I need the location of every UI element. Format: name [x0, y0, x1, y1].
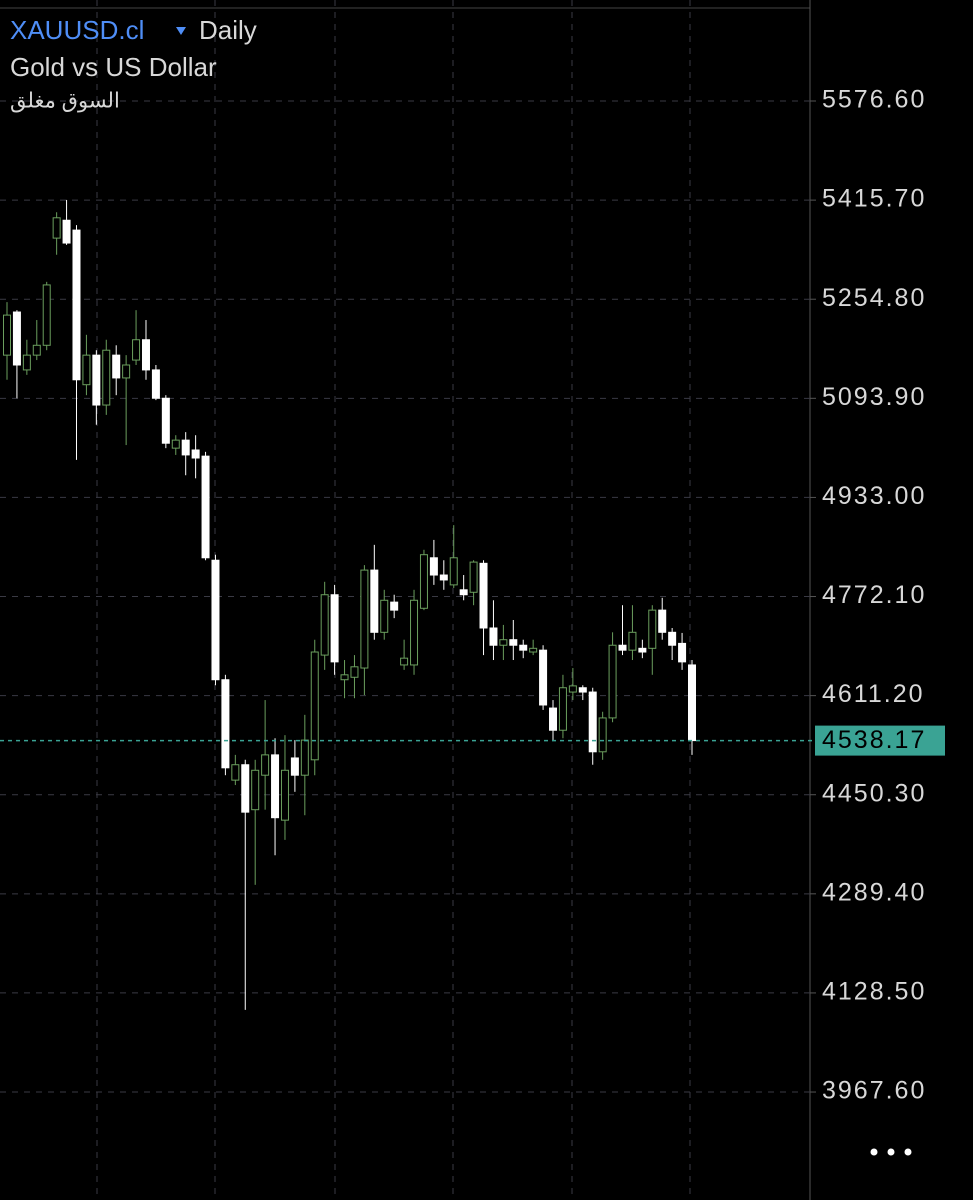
candle-body: [12, 311, 21, 366]
candle-body: [300, 739, 309, 776]
candle-body: [52, 217, 61, 239]
candle-body: [122, 364, 131, 379]
candle-body: [588, 691, 597, 753]
candle-body: [171, 439, 180, 449]
y-tick-label: 5576.60: [822, 86, 926, 114]
candle-body: [509, 639, 518, 646]
dropdown-icon[interactable]: [176, 27, 186, 35]
candle-body: [519, 644, 528, 651]
plot: [0, 100, 810, 1093]
candle-body: [618, 644, 627, 651]
candle-body: [201, 455, 210, 559]
candle-body: [251, 769, 260, 811]
candle-body: [380, 599, 389, 633]
candle-body: [290, 757, 299, 776]
y-tick-label: 5415.70: [822, 185, 926, 213]
candle-body: [231, 764, 240, 781]
candle-body: [330, 594, 339, 663]
candle-body: [271, 754, 280, 819]
candle-body: [211, 559, 220, 681]
symbol[interactable]: XAUUSD.cl: [10, 15, 144, 45]
candle-body: [221, 679, 230, 769]
more-menu[interactable]: [870, 1148, 912, 1156]
candle-body: [489, 627, 498, 646]
candle-body: [360, 569, 369, 669]
candle-body: [340, 674, 349, 681]
dot[interactable]: [887, 1148, 895, 1156]
candle-body: [648, 609, 657, 649]
candle-body: [400, 657, 409, 666]
y-tick-label: 5093.90: [822, 383, 926, 411]
candle-body: [42, 284, 51, 346]
candle-body: [529, 647, 538, 653]
timeframe[interactable]: Daily: [199, 15, 257, 45]
candle-body: [320, 594, 329, 656]
candle-body: [241, 764, 250, 813]
candle-body: [112, 354, 121, 379]
candle-body: [539, 649, 548, 706]
last-price-label: 4538.17: [822, 726, 926, 754]
y-tick-label: 4289.40: [822, 878, 926, 906]
candle-body: [439, 574, 448, 581]
candle-body: [280, 769, 289, 821]
candle-body: [459, 589, 468, 596]
candle-body: [72, 229, 81, 381]
candle-body: [92, 354, 101, 406]
candle-body: [3, 314, 11, 356]
candle-body: [479, 562, 488, 629]
y-tick-label: 4611.20: [822, 680, 925, 708]
candle-body: [350, 666, 359, 678]
dot[interactable]: [904, 1148, 912, 1156]
candle-body: [151, 369, 160, 399]
dot[interactable]: [870, 1148, 878, 1156]
candle-body: [141, 339, 150, 371]
y-tick-label: 4128.50: [822, 978, 926, 1006]
candle-body: [370, 569, 379, 633]
y-tick-label: 4450.30: [822, 779, 926, 807]
y-tick-label: 4933.00: [822, 482, 926, 510]
candle-body: [568, 685, 577, 693]
candle-body: [82, 354, 91, 386]
description: Gold vs US Dollar: [10, 52, 217, 82]
candle-body: [549, 707, 558, 731]
candle-body: [22, 354, 31, 371]
candle-body: [668, 631, 677, 646]
candle-body: [181, 439, 190, 456]
candle-body: [499, 639, 508, 646]
candle-body: [310, 651, 319, 761]
candle-body: [390, 601, 399, 611]
y-tick-label: 4772.10: [822, 581, 926, 609]
candle-body: [419, 554, 428, 609]
candle-body: [32, 344, 41, 356]
y-tick-label: 5254.80: [822, 284, 926, 312]
candle-body: [628, 631, 637, 651]
candle-body: [688, 664, 696, 742]
candle-body: [558, 687, 567, 731]
candle-body: [429, 557, 438, 576]
candle-body: [598, 717, 607, 753]
candle-body: [578, 687, 587, 693]
candle-body: [261, 754, 270, 776]
y-tick-label: 3967.60: [822, 1077, 926, 1105]
candle-body: [678, 642, 687, 663]
candle-body: [410, 599, 419, 666]
candle-body: [102, 349, 111, 406]
candle-body: [161, 397, 170, 444]
candle-body: [132, 339, 141, 361]
last-price-box: [815, 725, 945, 756]
candle-body: [608, 644, 617, 719]
candle-body: [62, 219, 71, 244]
candle-body: [449, 557, 458, 586]
candle-body: [658, 609, 667, 633]
candle-body: [469, 561, 478, 593]
vertical-grid: [96, 0, 691, 1200]
candle-body: [191, 449, 200, 459]
candle-body: [638, 647, 647, 653]
market-status: السوق مغلق: [10, 90, 120, 113]
